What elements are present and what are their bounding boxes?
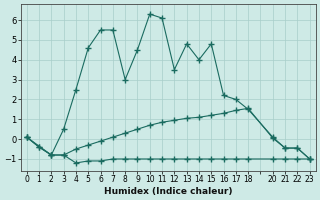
X-axis label: Humidex (Indice chaleur): Humidex (Indice chaleur) xyxy=(104,187,232,196)
